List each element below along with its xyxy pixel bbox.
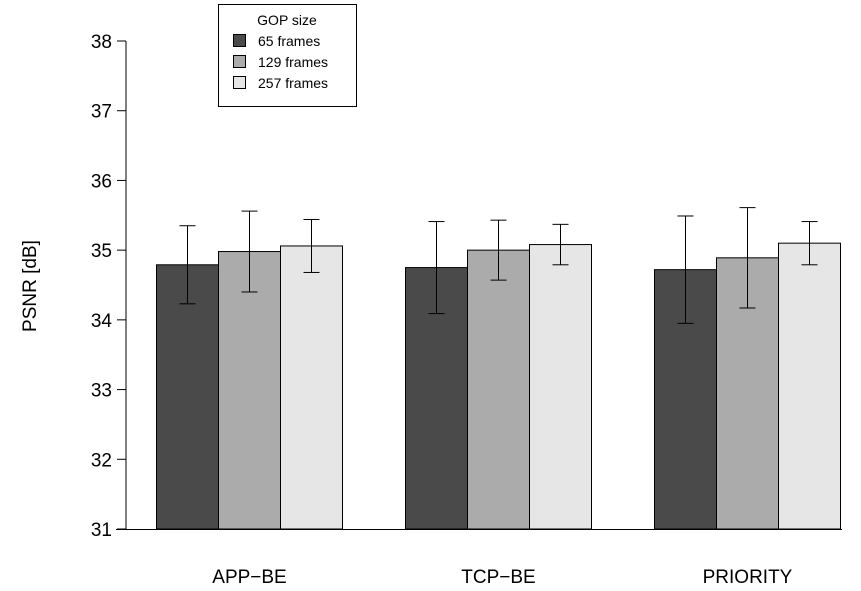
y-tick-label: 36 [91, 171, 112, 192]
bar-1-0 [218, 251, 281, 530]
y-tick-label: 33 [91, 381, 112, 402]
legend-label: 129 frames [258, 54, 328, 70]
y-tick-label: 32 [91, 450, 112, 471]
y-axis: 31 32 33 34 35 36 37 38 [91, 32, 127, 541]
error-bars [179, 207, 818, 324]
y-tick-label: 31 [91, 520, 112, 541]
bar-2-0 [280, 245, 343, 530]
category-label: TCP−BE [461, 567, 535, 588]
y-axis-title: PSNR [dB] [20, 240, 41, 332]
y-tick-label: 35 [91, 241, 112, 262]
y-tick-label: 34 [91, 311, 113, 332]
y-tick-label: 38 [91, 32, 112, 53]
legend-swatch [233, 34, 246, 47]
y-tick-label: 37 [91, 102, 112, 123]
bar-1-1 [467, 249, 530, 530]
bar-2-1 [529, 244, 592, 530]
legend: GOP size 65 frames 129 frames 257 frames [218, 4, 357, 107]
category-label: PRIORITY [703, 567, 793, 588]
category-labels: APP−BE TCP−BE PRIORITY [212, 567, 792, 588]
bars [116, 242, 842, 530]
legend-swatch [233, 55, 246, 68]
legend-label: 65 frames [258, 33, 320, 49]
category-label: APP−BE [212, 567, 286, 588]
bar-0-0 [156, 264, 219, 530]
legend-swatch [233, 76, 246, 89]
legend-title: GOP size [257, 12, 317, 28]
legend-label: 257 frames [258, 75, 328, 91]
bar-2-2 [778, 242, 841, 530]
